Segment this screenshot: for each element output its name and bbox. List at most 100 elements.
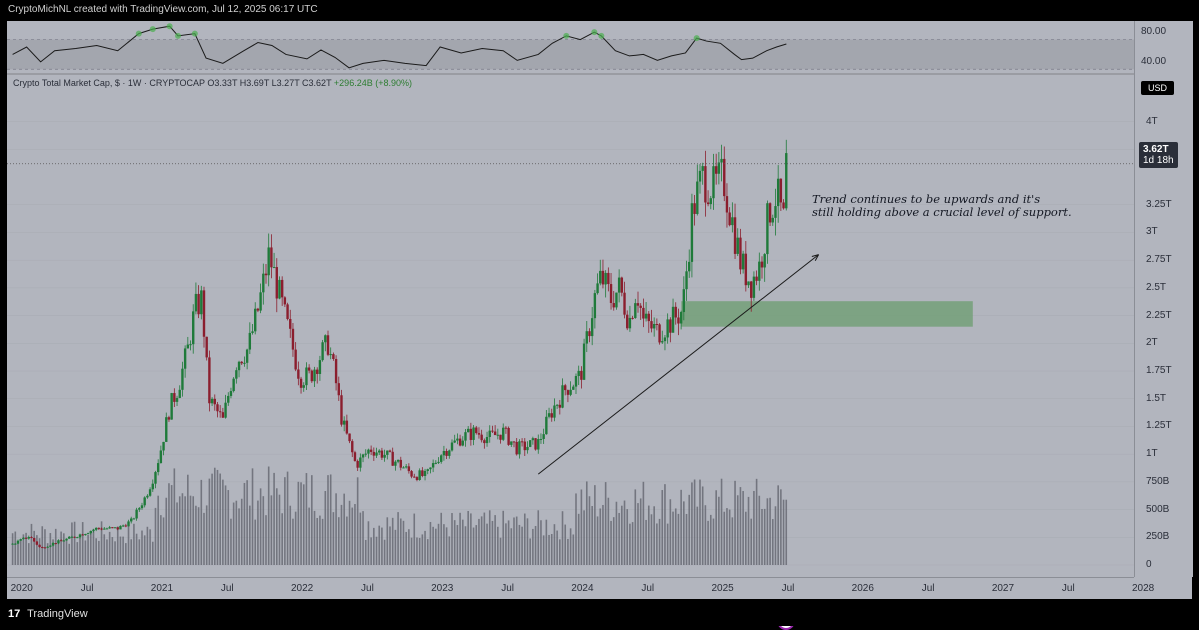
volume-bar: [351, 507, 354, 565]
volume-bar: [755, 478, 758, 565]
candle-body: [275, 267, 278, 299]
volume-bar: [761, 508, 763, 565]
volume-bar: [777, 485, 779, 565]
candle-body: [229, 391, 233, 396]
volume-bar: [300, 482, 302, 565]
candle-body: [316, 369, 319, 374]
candle-body: [297, 369, 300, 379]
volume-bar: [532, 528, 534, 565]
candle-body: [698, 170, 702, 182]
candle-body: [221, 412, 225, 418]
volume-bar: [356, 477, 359, 565]
price-pane[interactable]: Crypto Total Market Cap, $ · 1W · CRYPTO…: [7, 75, 1134, 630]
candle-body: [89, 530, 92, 534]
candle-body: [507, 427, 510, 445]
volume-bar: [346, 516, 348, 565]
support-zone[interactable]: [681, 301, 973, 327]
candle-body: [167, 417, 171, 420]
volume-bar: [664, 484, 666, 565]
volume-bar: [49, 533, 52, 565]
price-axis-tick: 750B: [1146, 475, 1170, 487]
volume-bar: [629, 523, 631, 565]
volume-bar: [127, 522, 130, 565]
volume-bar: [526, 518, 529, 565]
chart-frame[interactable]: Crypto Total Market Cap, $ · 1W · CRYPTO…: [7, 21, 1193, 630]
candle-body: [728, 212, 731, 226]
volume-bar: [437, 523, 440, 565]
rsi-overbought-mark: [693, 35, 700, 42]
volume-bar: [329, 474, 332, 565]
candle-body: [477, 433, 481, 435]
candle-body: [520, 441, 524, 443]
candle-body: [92, 529, 95, 531]
volume-bar: [680, 489, 682, 565]
chart-annotation[interactable]: Trend continues to be upwards and it's s…: [812, 193, 1072, 219]
volume-bar: [731, 517, 734, 565]
volume-bar: [308, 507, 310, 565]
volume-bar: [718, 496, 720, 565]
candle-body: [785, 153, 788, 209]
candle-body: [361, 454, 365, 458]
candle-body: [245, 349, 249, 363]
candle-body: [41, 547, 44, 549]
annotation-line-2: still holding above a crucial level of s…: [812, 205, 1072, 219]
price-axis-tick: 1.5T: [1146, 392, 1167, 404]
volume-bar: [453, 520, 456, 565]
candle-body: [690, 203, 694, 262]
volume-bar: [521, 526, 523, 565]
candle-body: [585, 331, 588, 344]
currency-badge[interactable]: USD: [1141, 81, 1175, 95]
volume-bar: [257, 500, 259, 565]
volume-bar: [151, 541, 154, 565]
candle-body: [313, 369, 316, 382]
volume-bar: [672, 511, 674, 565]
volume-bar: [52, 539, 54, 565]
volume-bar: [230, 518, 232, 565]
candle-body: [235, 370, 238, 379]
trendline-arrow[interactable]: [537, 254, 819, 475]
candle-body: [372, 451, 376, 456]
pane-separator[interactable]: [7, 73, 1134, 75]
volume-bar: [720, 478, 723, 565]
volume-bar: [599, 508, 602, 565]
candle-body: [636, 303, 640, 306]
candle-body: [696, 181, 699, 214]
volume-bar: [184, 496, 186, 565]
volume-bar: [642, 481, 645, 565]
volume-bar: [421, 534, 424, 565]
rsi-svg: [7, 23, 1134, 70]
volume-bar: [302, 484, 305, 565]
candle-body: [19, 539, 22, 541]
volume-bar: [138, 539, 141, 565]
candle-body: [386, 450, 389, 455]
time-axis[interactable]: 2020 Jul 2021 Jul 2022 Jul 2023 Jul 2024 Jul 2025 J…: [7, 577, 1154, 600]
volume-bar: [502, 510, 505, 565]
volume-bar: [157, 495, 159, 565]
rsi-pane[interactable]: [7, 21, 1134, 73]
candle-body: [183, 348, 187, 369]
volume-bar: [674, 508, 677, 565]
volume-bar: [715, 490, 717, 565]
candle-body: [156, 463, 160, 473]
volume-bar: [133, 523, 135, 565]
volume-bar: [470, 513, 472, 565]
volume-bar: [205, 505, 208, 565]
candle-body: [321, 342, 324, 361]
rsi-band: [7, 39, 1134, 70]
candle-body: [574, 376, 578, 387]
candle-body: [345, 420, 349, 434]
candle-body: [518, 441, 521, 455]
candle-body: [216, 404, 219, 412]
price-axis[interactable]: 4T3.75T3.25T3T2.75T2.5T2.25T2T1.75T1.5T1…: [1134, 21, 1193, 577]
volume-bar: [518, 524, 521, 565]
candle-body: [620, 277, 624, 293]
ticker-legend[interactable]: Crypto Total Market Cap, $ · 1W · CRYPTO…: [13, 78, 412, 88]
candle-body: [601, 270, 605, 285]
candle-body: [86, 533, 90, 535]
candle-body: [197, 293, 200, 315]
candle-body: [113, 527, 117, 529]
candle-body: [488, 430, 491, 438]
volume-bar: [780, 489, 782, 565]
volume-bar: [149, 529, 151, 565]
candle-body: [68, 536, 71, 539]
